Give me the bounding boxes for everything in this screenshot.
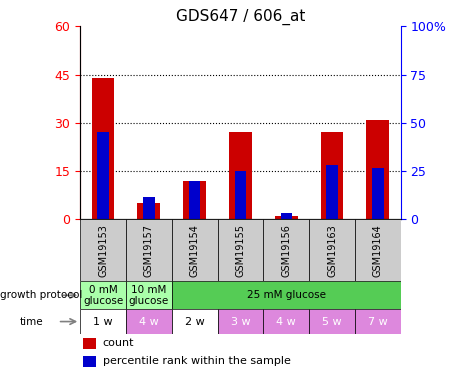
- Bar: [97, 132, 109, 219]
- Text: GSM19154: GSM19154: [190, 224, 200, 277]
- Text: 10 mM
glucose: 10 mM glucose: [129, 285, 169, 306]
- Text: 2 w: 2 w: [185, 316, 205, 327]
- Bar: [321, 132, 344, 219]
- Title: GDS647 / 606_at: GDS647 / 606_at: [176, 9, 305, 25]
- Bar: [172, 219, 218, 281]
- Bar: [126, 219, 172, 281]
- Text: 1 w: 1 w: [93, 316, 113, 327]
- Bar: [80, 281, 126, 309]
- Bar: [92, 78, 114, 219]
- Bar: [189, 181, 200, 219]
- Bar: [172, 309, 218, 334]
- Text: GSM19157: GSM19157: [144, 224, 154, 277]
- Bar: [275, 216, 298, 219]
- Text: growth protocol: growth protocol: [0, 290, 82, 300]
- Text: 7 w: 7 w: [368, 316, 388, 327]
- Bar: [172, 281, 401, 309]
- Text: 4 w: 4 w: [276, 316, 296, 327]
- Text: GSM19156: GSM19156: [281, 224, 291, 277]
- Text: 25 mM glucose: 25 mM glucose: [247, 290, 326, 300]
- Bar: [229, 132, 252, 219]
- Bar: [280, 213, 292, 219]
- Text: 3 w: 3 w: [231, 316, 250, 327]
- Bar: [80, 309, 126, 334]
- Bar: [366, 120, 389, 219]
- Bar: [355, 219, 401, 281]
- Text: GSM19164: GSM19164: [373, 224, 383, 277]
- Text: 0 mM
glucose: 0 mM glucose: [83, 285, 123, 306]
- Text: 4 w: 4 w: [139, 316, 159, 327]
- Bar: [218, 309, 263, 334]
- Bar: [326, 165, 338, 219]
- Bar: [126, 309, 172, 334]
- Bar: [372, 168, 383, 219]
- Bar: [83, 338, 96, 349]
- Bar: [263, 219, 309, 281]
- Text: count: count: [103, 339, 134, 348]
- Bar: [218, 219, 263, 281]
- Bar: [137, 203, 160, 219]
- Text: 5 w: 5 w: [322, 316, 342, 327]
- Bar: [309, 219, 355, 281]
- Bar: [309, 309, 355, 334]
- Bar: [355, 309, 401, 334]
- Text: GSM19153: GSM19153: [98, 224, 108, 277]
- Bar: [263, 309, 309, 334]
- Bar: [183, 181, 206, 219]
- Text: percentile rank within the sample: percentile rank within the sample: [103, 357, 290, 366]
- Text: time: time: [20, 316, 44, 327]
- Bar: [80, 219, 126, 281]
- Bar: [234, 171, 246, 219]
- Text: GSM19163: GSM19163: [327, 224, 337, 277]
- Bar: [83, 356, 96, 367]
- Text: GSM19155: GSM19155: [235, 224, 245, 277]
- Bar: [126, 281, 172, 309]
- Bar: [143, 197, 154, 219]
